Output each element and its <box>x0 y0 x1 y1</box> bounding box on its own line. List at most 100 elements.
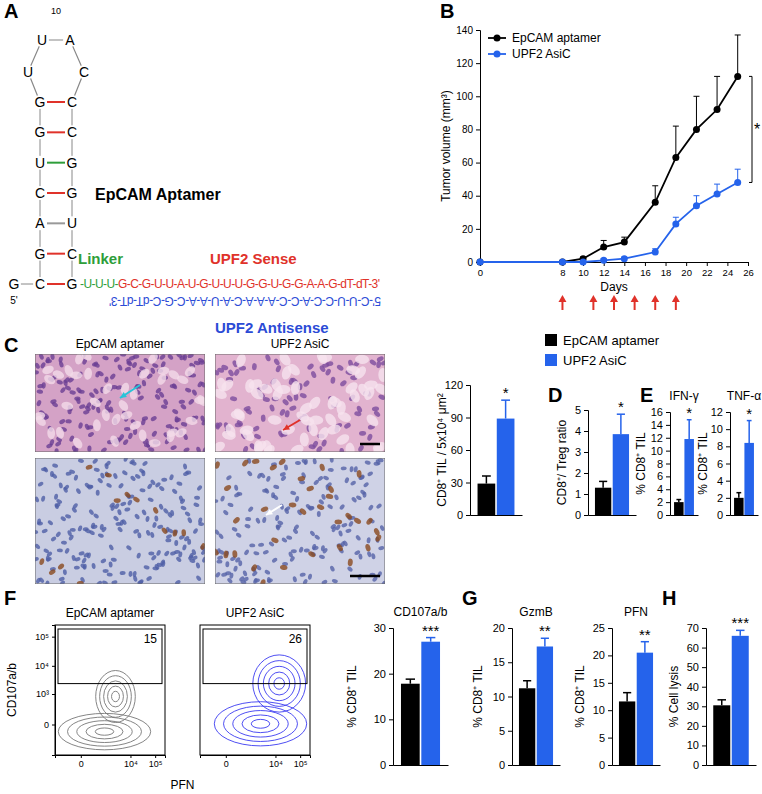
cell <box>192 527 199 534</box>
chart-title: PFN <box>624 605 648 619</box>
plot-marks <box>478 400 515 515</box>
significance-label: *** <box>422 622 440 639</box>
nucleotide: G <box>67 185 78 201</box>
cell <box>104 376 109 383</box>
y-axis-line <box>389 629 394 766</box>
error-bar-cap <box>693 96 699 97</box>
cell <box>87 445 91 452</box>
nucleotide: C <box>67 124 77 140</box>
cell <box>58 361 64 368</box>
cell <box>148 447 155 452</box>
cell <box>78 422 84 429</box>
data-point <box>672 154 679 161</box>
cell <box>329 565 335 572</box>
bar-chart: 0102030CD107a/b% CD8⁺ TIL*** <box>345 605 449 771</box>
y-axis-tick-mark <box>508 628 512 629</box>
cell <box>150 367 156 374</box>
cell <box>108 406 113 413</box>
y-axis-tick-mark <box>702 667 706 668</box>
x-axis-tick-mark <box>300 755 301 758</box>
x-axis-tick-mark <box>624 262 625 266</box>
cell <box>216 560 222 564</box>
y-axis-tick-label: 30 <box>687 700 699 712</box>
y-axis-tick: 20 <box>593 649 612 661</box>
bar-chart: 0510152025PFN% CD8⁺ TIL** <box>573 605 661 771</box>
y-axis-tick-mark <box>476 229 480 230</box>
y-axis-tick-label: 0 <box>380 759 386 771</box>
cell <box>345 364 361 376</box>
flow-plots: 15EpCAM aptamer010⁴10⁵010³10⁴10⁵26UPF2 A… <box>5 606 311 792</box>
y-axis-tick-mark <box>584 494 588 495</box>
cell <box>280 365 293 381</box>
cell <box>120 410 134 421</box>
cell <box>366 537 371 543</box>
cell <box>42 466 49 473</box>
cell <box>73 474 78 481</box>
chart-title: CD107a/b <box>393 605 447 619</box>
cell <box>317 511 321 517</box>
cell <box>234 354 247 369</box>
panel-label: H <box>662 587 676 609</box>
y-axis-tick-mark <box>702 765 706 766</box>
x-axis-line <box>589 515 637 516</box>
y-axis-tick: 4 <box>657 483 670 495</box>
cell <box>353 517 362 525</box>
image-background <box>35 354 205 452</box>
y-axis-tick-mark <box>52 666 55 667</box>
plot-marks <box>674 420 694 515</box>
linker-sequence: -U-U-U- <box>80 277 119 291</box>
y-axis-tick: 10 <box>493 691 512 703</box>
y-axis-tick-mark <box>702 726 706 727</box>
plot-marks <box>713 630 749 765</box>
image-border <box>35 354 205 452</box>
y-axis-tick-mark <box>52 725 55 726</box>
cell <box>64 547 70 554</box>
cell <box>170 444 178 450</box>
cell <box>110 557 117 562</box>
y-axis-title: % CD8⁺ TIL <box>345 665 359 728</box>
plot-marks <box>595 414 629 515</box>
y-axis-tick: 0 <box>657 509 670 521</box>
cell <box>286 535 293 540</box>
y-axis-tick: 50 <box>687 661 706 673</box>
x-axis-line <box>56 756 166 759</box>
treatment-arrow <box>672 295 680 310</box>
data-point <box>693 202 700 209</box>
image-border <box>215 354 385 452</box>
error-bar <box>541 638 549 646</box>
sense-label: UPF2 Sense <box>210 250 297 267</box>
y-axis: 020406080100120140 <box>456 25 480 268</box>
cell <box>290 490 297 496</box>
cell <box>134 513 141 520</box>
nucleotide-bg <box>65 125 79 139</box>
cell <box>298 400 315 416</box>
y-axis-tick: 10 <box>651 445 670 457</box>
y-axis-tick-label: 0 <box>599 759 605 771</box>
error-bar-cap <box>736 492 741 494</box>
y-axis-tick-mark <box>389 765 393 766</box>
cell <box>183 364 197 378</box>
cell <box>339 379 348 387</box>
cell <box>65 419 72 424</box>
bar-chart: 0246810121416IFN-γ% CD8⁺ TIL* <box>634 389 699 521</box>
x-axis-tick-mark <box>666 262 667 266</box>
arrow-shaft <box>266 505 282 515</box>
cell <box>180 403 187 410</box>
bar <box>713 705 730 765</box>
cell <box>299 392 307 399</box>
y-axis-tick-mark <box>466 418 470 419</box>
y-axis-title: % CD8⁺ TIL <box>471 665 485 728</box>
x-axis-tick-mark <box>130 755 131 758</box>
cell <box>215 499 219 503</box>
x-axis-tick-mark <box>275 755 276 758</box>
cell <box>172 529 178 536</box>
density-contour <box>104 681 128 712</box>
cell <box>100 408 111 422</box>
cell <box>52 463 59 469</box>
histology-image <box>35 354 205 452</box>
cell <box>289 443 306 452</box>
cell <box>330 376 336 384</box>
plot-frame <box>200 625 310 755</box>
cell <box>222 509 229 516</box>
data-point <box>559 259 566 266</box>
